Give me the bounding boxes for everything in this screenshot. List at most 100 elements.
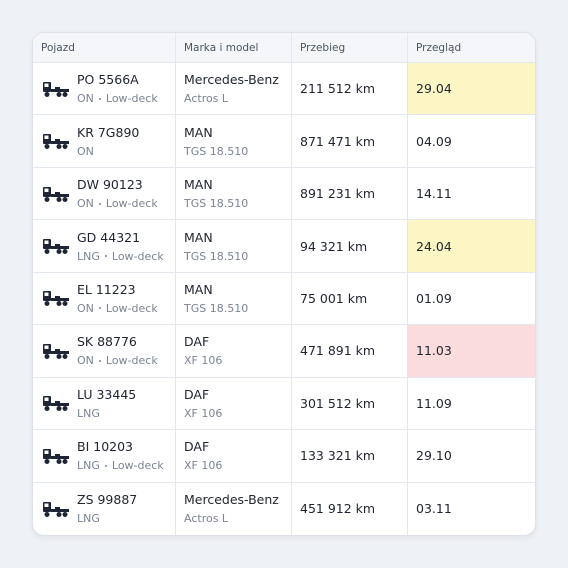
inspection-cell: 01.09 xyxy=(408,273,535,326)
truck-icon xyxy=(43,396,69,412)
mileage-cell: 211 512 km xyxy=(292,63,408,116)
vehicle-tags: ON Low-deck xyxy=(77,354,158,367)
truck-icon xyxy=(43,291,69,307)
model: TGS 18.510 xyxy=(184,144,249,158)
inspection-cell: 14.11 xyxy=(408,168,535,221)
plate: SK 88776 xyxy=(77,334,137,350)
model: Actros L xyxy=(184,512,229,526)
tag: ON xyxy=(77,301,94,315)
mileage-cell: 891 231 km xyxy=(292,167,408,221)
plate: LU 33445 xyxy=(77,386,137,402)
inspection: 04.09 xyxy=(416,133,452,149)
plate: PO 5566A xyxy=(77,72,139,88)
vehicle-cell: PO 5566A ON Low-deck xyxy=(33,63,176,116)
mileage-cell: 94 321 km xyxy=(292,220,408,273)
inspection-cell: 03.11 xyxy=(408,483,535,535)
tag: ON xyxy=(77,92,94,106)
tag: Low-deck xyxy=(105,354,158,368)
make: DAF xyxy=(184,386,210,402)
tag: LNG xyxy=(77,459,100,473)
truck-icon xyxy=(43,343,69,359)
tag: Low-deck xyxy=(111,249,164,263)
mileage: 94 321 km xyxy=(300,238,368,254)
inspection-cell: 29.10 xyxy=(408,430,535,483)
vehicle-info: DW 90123 ON Low-deck xyxy=(77,177,158,210)
model-cell: DAF XF 106 xyxy=(176,430,292,483)
tag: LNG xyxy=(77,406,100,420)
tag: Low-deck xyxy=(105,197,158,211)
plate: KR 7G890 xyxy=(77,124,140,140)
mileage-cell: 471 891 km xyxy=(292,325,408,378)
column-header: Marka i model xyxy=(176,33,292,63)
plate: BI 10203 xyxy=(77,439,133,455)
mileage: 301 512 km xyxy=(300,395,376,411)
inspection: 29.04 xyxy=(416,81,452,97)
make: DAF xyxy=(184,439,210,455)
vehicle-table: Pojazd Marka i model Przebieg Przegląd PO 55… xyxy=(32,32,536,536)
inspection-cell: 11.09 xyxy=(408,378,535,431)
mileage: 871 471 km xyxy=(300,133,376,149)
make: Mercedes-Benz xyxy=(184,492,279,508)
inspection: 29.10 xyxy=(416,448,452,464)
inspection-cell: 29.04 xyxy=(408,63,535,116)
tag: ON xyxy=(77,354,94,368)
truck-icon xyxy=(43,186,69,202)
model: TGS 18.510 xyxy=(184,301,249,315)
inspection-cell: 24.04 xyxy=(408,220,535,273)
inspection: 11.03 xyxy=(416,343,452,359)
vehicle-tags: LNG Low-deck xyxy=(77,459,164,472)
truck-icon xyxy=(43,448,69,464)
separator xyxy=(98,359,101,362)
inspection: 11.09 xyxy=(416,395,452,411)
vehicle-tags: ON Low-deck xyxy=(77,197,158,210)
column-header: Przebieg xyxy=(292,33,408,63)
vehicle-cell: LU 33445 LNG xyxy=(33,377,176,431)
vehicle-cell: EL 11223 ON Low-deck xyxy=(33,272,176,326)
plate: EL 11223 xyxy=(77,281,136,297)
mileage-cell: 133 321 km xyxy=(292,430,408,483)
column-header: Pojazd xyxy=(33,33,176,63)
model-cell: MAN TGS 18.510 xyxy=(176,220,292,273)
model-cell: MAN TGS 18.510 xyxy=(176,272,292,326)
truck-icon xyxy=(43,134,69,150)
inspection-cell: 11.03 xyxy=(408,325,535,378)
make: MAN xyxy=(184,177,213,193)
mileage-cell: 301 512 km xyxy=(292,377,408,431)
model: TGS 18.510 xyxy=(184,249,249,263)
model-cell: MAN TGS 18.510 xyxy=(176,167,292,221)
vehicle-tags: ON Low-deck xyxy=(77,92,158,105)
vehicle-tags: ON xyxy=(77,145,139,158)
model: TGS 18.510 xyxy=(184,197,249,211)
vehicle-cell: BI 10203 LNG Low-deck xyxy=(33,430,176,483)
vehicle-info: GD 44321 LNG Low-deck xyxy=(77,230,164,263)
vehicle-info: PO 5566A ON Low-deck xyxy=(77,72,158,105)
vehicle-info: SK 88776 ON Low-deck xyxy=(77,334,158,367)
vehicle-tags: ON Low-deck xyxy=(77,302,158,315)
inspection: 01.09 xyxy=(416,290,452,306)
truck-icon xyxy=(43,239,69,255)
inspection: 14.11 xyxy=(416,186,452,202)
mileage: 75 001 km xyxy=(300,290,368,306)
make: DAF xyxy=(184,334,210,350)
separator xyxy=(104,464,107,467)
vehicle-info: EL 11223 ON Low-deck xyxy=(77,282,158,315)
mileage-cell: 75 001 km xyxy=(292,272,408,326)
mileage: 471 891 km xyxy=(300,343,376,359)
mileage: 891 231 km xyxy=(300,186,376,202)
tag: Low-deck xyxy=(105,92,158,106)
truck-icon xyxy=(43,501,69,517)
separator xyxy=(98,307,101,310)
vehicle-cell: SK 88776 ON Low-deck xyxy=(33,325,176,378)
make: MAN xyxy=(184,229,213,245)
model: XF 106 xyxy=(184,354,223,368)
vehicle-info: KR 7G890 ON xyxy=(77,125,139,158)
separator xyxy=(98,97,101,100)
vehicle-cell: KR 7G890 ON xyxy=(33,115,176,168)
inspection-cell: 04.09 xyxy=(408,115,535,168)
model-cell: DAF XF 106 xyxy=(176,325,292,378)
model: XF 106 xyxy=(184,406,223,420)
make: Mercedes-Benz xyxy=(184,72,279,88)
mileage-cell: 871 471 km xyxy=(292,115,408,168)
vehicle-info: BI 10203 LNG Low-deck xyxy=(77,439,164,472)
